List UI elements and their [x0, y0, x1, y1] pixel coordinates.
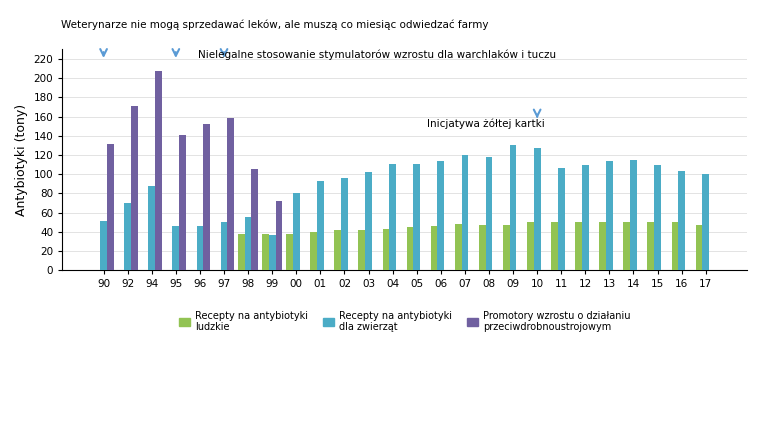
Bar [437, 161, 444, 270]
Bar [203, 124, 210, 270]
Bar [155, 71, 162, 270]
Bar [383, 229, 389, 270]
Bar [648, 222, 655, 270]
Bar [599, 222, 606, 270]
Bar [407, 227, 413, 270]
Bar [655, 165, 661, 270]
Bar [413, 163, 420, 270]
Bar [172, 226, 179, 270]
Bar [533, 148, 540, 270]
Bar [317, 181, 324, 270]
Legend: Recepty na antybiotyki
ludzkie, Recepty na antybiotyki
dla zwierząt, Promotory w: Recepty na antybiotyki ludzkie, Recepty … [174, 307, 635, 336]
Bar [485, 157, 492, 270]
Y-axis label: Antybiotyki (tony): Antybiotyki (tony) [15, 104, 28, 216]
Bar [671, 222, 678, 270]
Bar [431, 226, 437, 270]
Bar [503, 225, 510, 270]
Bar [107, 145, 114, 270]
Bar [124, 203, 131, 270]
Bar [358, 230, 365, 270]
Bar [251, 169, 258, 270]
Bar [527, 222, 533, 270]
Bar [623, 222, 630, 270]
Bar [582, 165, 589, 270]
Bar [630, 160, 637, 270]
Bar [365, 172, 372, 270]
Bar [179, 135, 186, 270]
Bar [558, 169, 565, 270]
Bar [575, 222, 582, 270]
Bar [341, 178, 347, 270]
Bar [335, 230, 341, 270]
Bar [606, 161, 613, 270]
Bar [149, 186, 155, 270]
Bar [221, 222, 227, 270]
Bar [551, 222, 558, 270]
Bar [510, 145, 517, 270]
Bar [462, 155, 469, 270]
Text: Weterynarze nie mogą sprzedawać leków, ale muszą co miesiąc odwiedzać farmy: Weterynarze nie mogą sprzedawać leków, a… [61, 20, 488, 30]
Bar [100, 221, 107, 270]
Bar [245, 218, 251, 270]
Bar [287, 234, 293, 270]
Bar [696, 225, 703, 270]
Bar [227, 118, 234, 270]
Text: Nielegalne stosowanie stymulatorów wzrostu dla warchlaków i tuczu: Nielegalne stosowanie stymulatorów wzros… [198, 50, 556, 60]
Bar [703, 174, 709, 270]
Bar [238, 234, 245, 270]
Bar [276, 201, 282, 270]
Bar [479, 225, 485, 270]
Bar [293, 193, 299, 270]
Bar [455, 224, 462, 270]
Bar [262, 234, 269, 270]
Bar [389, 163, 396, 270]
Bar [269, 235, 276, 270]
Bar [678, 171, 685, 270]
Bar [310, 232, 317, 270]
Bar [131, 106, 138, 270]
Text: Inicjatywa żółtej kartki: Inicjatywa żółtej kartki [427, 118, 545, 129]
Bar [197, 226, 203, 270]
